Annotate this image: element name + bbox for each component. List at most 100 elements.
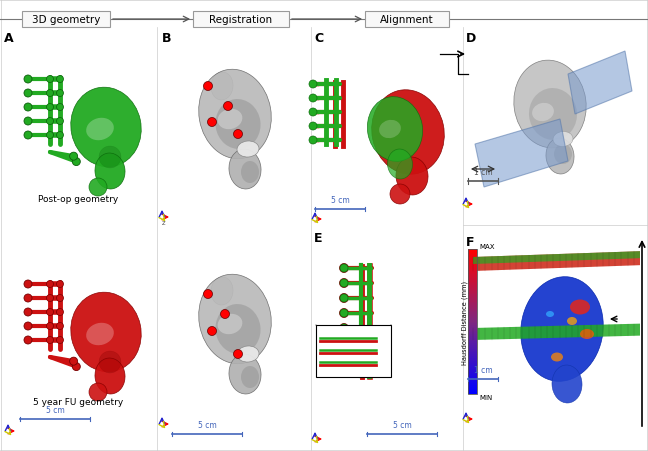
Bar [468, 368, 477, 371]
Circle shape [24, 90, 32, 98]
Text: 3D geometry: 3D geometry [32, 15, 100, 25]
Bar [468, 318, 477, 320]
Text: 1 cm: 1 cm [474, 365, 492, 374]
Circle shape [340, 324, 349, 333]
Circle shape [309, 137, 317, 145]
Text: Alignment: Alignment [380, 15, 434, 25]
Ellipse shape [89, 179, 107, 197]
Bar [468, 266, 477, 267]
Bar [468, 338, 477, 340]
Ellipse shape [89, 383, 107, 401]
Bar [468, 275, 477, 276]
Circle shape [24, 322, 32, 330]
Bar [468, 284, 477, 285]
Ellipse shape [95, 358, 125, 394]
Bar [468, 367, 477, 369]
Bar [468, 314, 477, 316]
Circle shape [24, 104, 32, 112]
Ellipse shape [554, 145, 572, 165]
Ellipse shape [218, 110, 242, 130]
Text: 5 year FU geometry: 5 year FU geometry [33, 397, 123, 406]
Circle shape [340, 264, 348, 272]
Ellipse shape [570, 300, 590, 315]
Bar [468, 385, 477, 387]
Text: 5 cm: 5 cm [45, 405, 64, 414]
Bar [468, 249, 477, 251]
Bar [468, 327, 477, 329]
Circle shape [24, 118, 32, 126]
Ellipse shape [99, 147, 121, 169]
Ellipse shape [229, 354, 261, 394]
Text: 5 cm: 5 cm [198, 420, 216, 429]
Bar [468, 269, 477, 271]
Polygon shape [473, 324, 640, 340]
Circle shape [56, 281, 64, 288]
Bar [468, 374, 477, 376]
Bar [468, 282, 477, 284]
Bar [468, 285, 477, 287]
Ellipse shape [379, 120, 401, 139]
Ellipse shape [229, 150, 261, 189]
Bar [468, 383, 477, 385]
Bar [468, 298, 477, 300]
Ellipse shape [237, 346, 259, 362]
Bar [193, 12, 289, 28]
Ellipse shape [514, 61, 586, 148]
Bar [468, 377, 477, 380]
Bar [468, 345, 477, 347]
Bar [468, 336, 477, 338]
Circle shape [73, 363, 80, 371]
Bar [468, 300, 477, 302]
Circle shape [24, 336, 32, 344]
Ellipse shape [552, 365, 582, 403]
Text: C: C [314, 32, 323, 45]
Ellipse shape [567, 318, 577, 325]
Bar [468, 370, 477, 373]
Bar [468, 347, 477, 349]
Ellipse shape [553, 132, 573, 147]
Circle shape [24, 132, 32, 140]
Ellipse shape [86, 119, 114, 141]
Bar [468, 253, 477, 255]
Bar [468, 392, 477, 394]
Circle shape [56, 309, 64, 316]
Bar [468, 323, 477, 326]
Bar [468, 302, 477, 304]
Circle shape [340, 295, 348, 302]
Circle shape [340, 339, 348, 347]
Circle shape [220, 310, 229, 319]
Ellipse shape [546, 311, 554, 318]
Bar [468, 249, 477, 394]
Polygon shape [473, 252, 640, 272]
Circle shape [24, 76, 32, 84]
Ellipse shape [215, 304, 260, 354]
Ellipse shape [211, 277, 233, 305]
Circle shape [340, 354, 348, 362]
Circle shape [233, 350, 242, 359]
Bar [468, 349, 477, 351]
Circle shape [340, 324, 348, 332]
Circle shape [340, 279, 348, 287]
Bar [468, 352, 477, 354]
Circle shape [340, 368, 349, 377]
Bar [468, 251, 477, 253]
Bar [468, 309, 477, 311]
Bar [468, 278, 477, 280]
Circle shape [340, 339, 349, 348]
Circle shape [47, 76, 54, 83]
Bar [468, 311, 477, 313]
Circle shape [203, 83, 213, 91]
Bar [468, 354, 477, 356]
Bar [468, 264, 477, 266]
Circle shape [309, 123, 317, 131]
Ellipse shape [372, 91, 445, 175]
Bar [468, 325, 477, 327]
Ellipse shape [580, 329, 594, 339]
Circle shape [47, 323, 54, 330]
Circle shape [56, 90, 64, 97]
Bar [468, 305, 477, 307]
Ellipse shape [95, 154, 125, 189]
Circle shape [233, 130, 242, 139]
Bar [468, 331, 477, 333]
Bar [468, 363, 477, 365]
